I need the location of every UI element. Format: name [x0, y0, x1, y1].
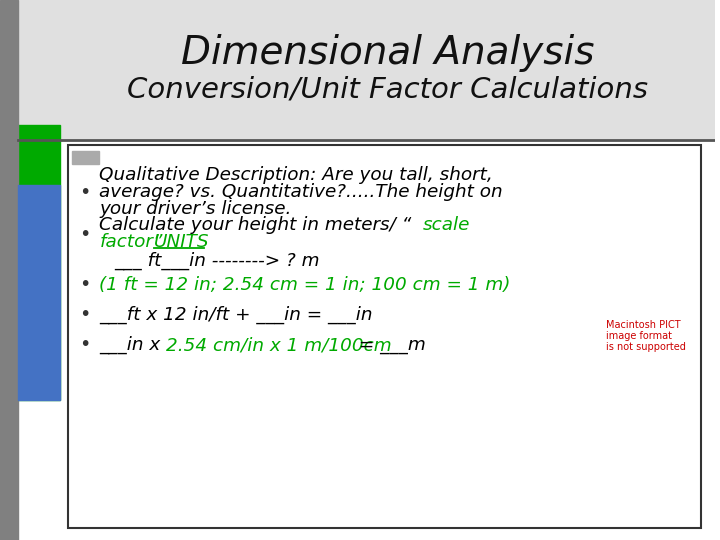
Text: = ___m: = ___m [353, 336, 426, 354]
Text: •: • [79, 183, 91, 201]
Text: (1 ft = 12 in; 2.54 cm = 1 in; 100 cm = 1 m): (1 ft = 12 in; 2.54 cm = 1 in; 100 cm = … [99, 276, 510, 294]
Text: ___ft x 12 in/ft + ___in = ___in: ___ft x 12 in/ft + ___in = ___in [99, 306, 373, 324]
Text: Qualitative Description: Are you tall, short,: Qualitative Description: Are you tall, s… [99, 166, 493, 184]
Text: •: • [79, 335, 91, 354]
FancyBboxPatch shape [68, 145, 701, 528]
Bar [18, 125, 60, 400]
Text: is not supported: is not supported [606, 342, 686, 352]
Bar [18, 185, 60, 400]
Text: scale: scale [423, 216, 471, 234]
Text: 2.54 cm/in x 1 m/100cm: 2.54 cm/in x 1 m/100cm [166, 336, 392, 354]
Text: UNITS: UNITS [154, 233, 210, 251]
Text: Dimensional Analysis: Dimensional Analysis [181, 34, 594, 72]
Text: Conversion/Unit Factor Calculations: Conversion/Unit Factor Calculations [127, 76, 648, 104]
Text: ___ ft___in --------> ? m: ___ ft___in --------> ? m [114, 252, 320, 270]
Text: •: • [79, 226, 91, 245]
Text: Macintosh PICT: Macintosh PICT [606, 320, 680, 330]
Bar [0, 0, 18, 540]
Text: your driver’s license.: your driver’s license. [99, 200, 292, 218]
Bar [18, 0, 715, 140]
Text: average? vs. Quantitative?.....The height on: average? vs. Quantitative?.....The heigh… [99, 183, 503, 201]
Text: image format: image format [606, 331, 672, 341]
Text: Calculate your height in meters/ “: Calculate your height in meters/ “ [99, 216, 412, 234]
Text: factor”: factor” [99, 233, 163, 251]
Text: •: • [79, 275, 91, 294]
Text: ___in x: ___in x [99, 336, 166, 354]
Text: •: • [79, 306, 91, 325]
Bar [71, 151, 99, 164]
